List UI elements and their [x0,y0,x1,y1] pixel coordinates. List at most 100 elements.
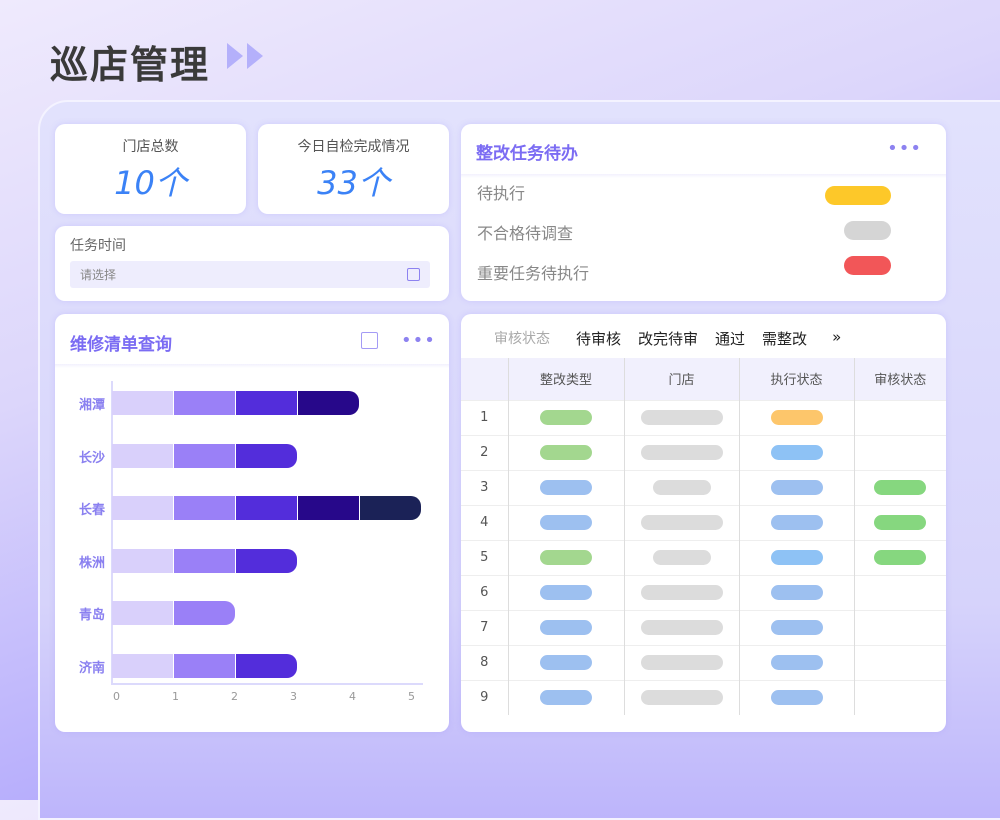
divider [55,364,449,368]
row-index: 7 [461,609,508,645]
bar-segment[interactable] [174,496,235,520]
type-pill [540,585,592,600]
calendar-icon[interactable] [407,268,420,281]
tab-fixed-pending[interactable]: 改完待审 [638,330,699,348]
audit-status-pill [874,550,927,565]
bar-segment[interactable] [360,496,421,520]
bar-segment[interactable] [112,391,173,415]
bar-segment[interactable] [236,391,297,415]
type-pill [540,480,592,495]
exec-status-pill [770,480,823,495]
bar-segment[interactable] [236,653,297,678]
audit-card: 审核状态 待审核 改完待审 通过 需整改 » 整改类型 门店 执行状态 审核状态… [461,314,946,732]
store-pill [652,550,711,565]
bar-segment[interactable] [298,496,359,520]
row-index: 6 [461,574,508,610]
status-pill-yellow [825,186,891,205]
export-icon[interactable] [361,332,378,349]
table-row[interactable]: 4 [461,504,946,540]
table-row[interactable]: 5 [461,539,946,575]
row-index: 2 [461,434,508,470]
bar-segment[interactable] [174,443,235,468]
date-placeholder: 请选择 [80,268,117,282]
stat-value: 33个 [317,164,390,202]
store-pill [640,585,723,600]
bar-segment[interactable] [174,601,235,625]
row-index: 1 [461,399,508,435]
todo-card: 整改任务待办 ••• 待执行 不合格待调查 重要任务待执行 [461,124,946,301]
x-tick-label: 4 [349,690,356,703]
x-tick-label: 5 [408,690,415,703]
exec-status-pill [770,620,823,635]
table-row[interactable]: 9 [461,679,946,715]
tab-pending-review[interactable]: 待审核 [576,330,622,348]
self-check-card: 今日自检完成情况 33个 [258,124,449,214]
col-store: 门店 [623,358,739,400]
table-row[interactable]: 8 [461,644,946,680]
bar-segment[interactable] [174,653,235,678]
bar-segment[interactable] [174,391,235,415]
type-pill [540,515,592,530]
tab-needs-fix[interactable]: 需整改 [762,330,808,348]
category-label: 济南 [79,660,106,676]
x-tick-label: 1 [172,690,179,703]
todo-item[interactable]: 待执行 [477,184,526,203]
exec-status-pill [770,655,823,670]
stat-value: 10个 [114,164,187,202]
row-index: 4 [461,504,508,540]
x-tick-label: 3 [290,690,297,703]
more-icon[interactable]: ••• [401,330,436,351]
table-row[interactable]: 7 [461,609,946,645]
bar-segment[interactable] [236,548,297,573]
todo-item[interactable]: 重要任务待执行 [477,264,590,283]
exec-status-pill [770,690,823,706]
double-arrow-icon [227,43,267,69]
bar-segment[interactable] [112,496,173,520]
type-pill [540,550,592,565]
row-index: 5 [461,539,508,575]
bar-segment[interactable] [236,443,297,468]
bar-segment[interactable] [112,548,173,573]
task-time-label: 任务时间 [70,238,126,254]
table-row[interactable]: 6 [461,574,946,610]
type-pill [540,410,592,425]
store-count-card: 门店总数 10个 [55,124,246,214]
store-pill [640,655,723,670]
row-index: 8 [461,644,508,680]
divider [461,174,946,178]
x-axis-line [111,683,423,685]
store-pill [640,690,723,706]
store-pill [640,410,723,425]
date-picker-input[interactable]: 请选择 [70,261,430,288]
bar-segment[interactable] [112,443,173,468]
category-label: 株洲 [79,555,106,571]
exec-status-pill [770,585,823,600]
more-icon[interactable]: ••• [887,138,922,159]
table-row[interactable]: 3 [461,469,946,505]
col-type: 整改类型 [507,358,624,400]
todo-item[interactable]: 不合格待调查 [477,224,574,243]
repair-card: 维修清单查询 ••• 湘潭 长沙 长春 株洲 青岛 济南 0 1 2 3 4 5 [55,314,449,732]
tab-passed[interactable]: 通过 [715,330,746,348]
table-row[interactable]: 1 [461,399,946,435]
table-row[interactable]: 2 [461,434,946,470]
category-label: 长沙 [79,450,106,466]
bar-segment[interactable] [112,653,173,678]
bar-segment[interactable] [174,548,235,573]
bar-segment[interactable] [112,601,173,625]
category-label: 湘潭 [79,398,106,413]
category-label: 长春 [79,503,106,518]
exec-status-pill [770,410,823,425]
store-pill [652,480,711,495]
category-label: 青岛 [79,608,106,623]
bar-segment[interactable] [236,496,297,520]
audit-table: 整改类型 门店 执行状态 审核状态 1 2 3 4 5 6 [461,358,946,715]
exec-status-pill [770,550,823,565]
bar-segment[interactable] [298,391,359,415]
y-axis-line [111,381,113,685]
stat-label: 今日自检完成情况 [297,139,410,155]
stat-label: 门店总数 [122,139,179,155]
more-tabs-icon[interactable]: » [832,328,842,346]
status-pill-red [844,256,891,275]
status-pill-gray [844,221,891,240]
